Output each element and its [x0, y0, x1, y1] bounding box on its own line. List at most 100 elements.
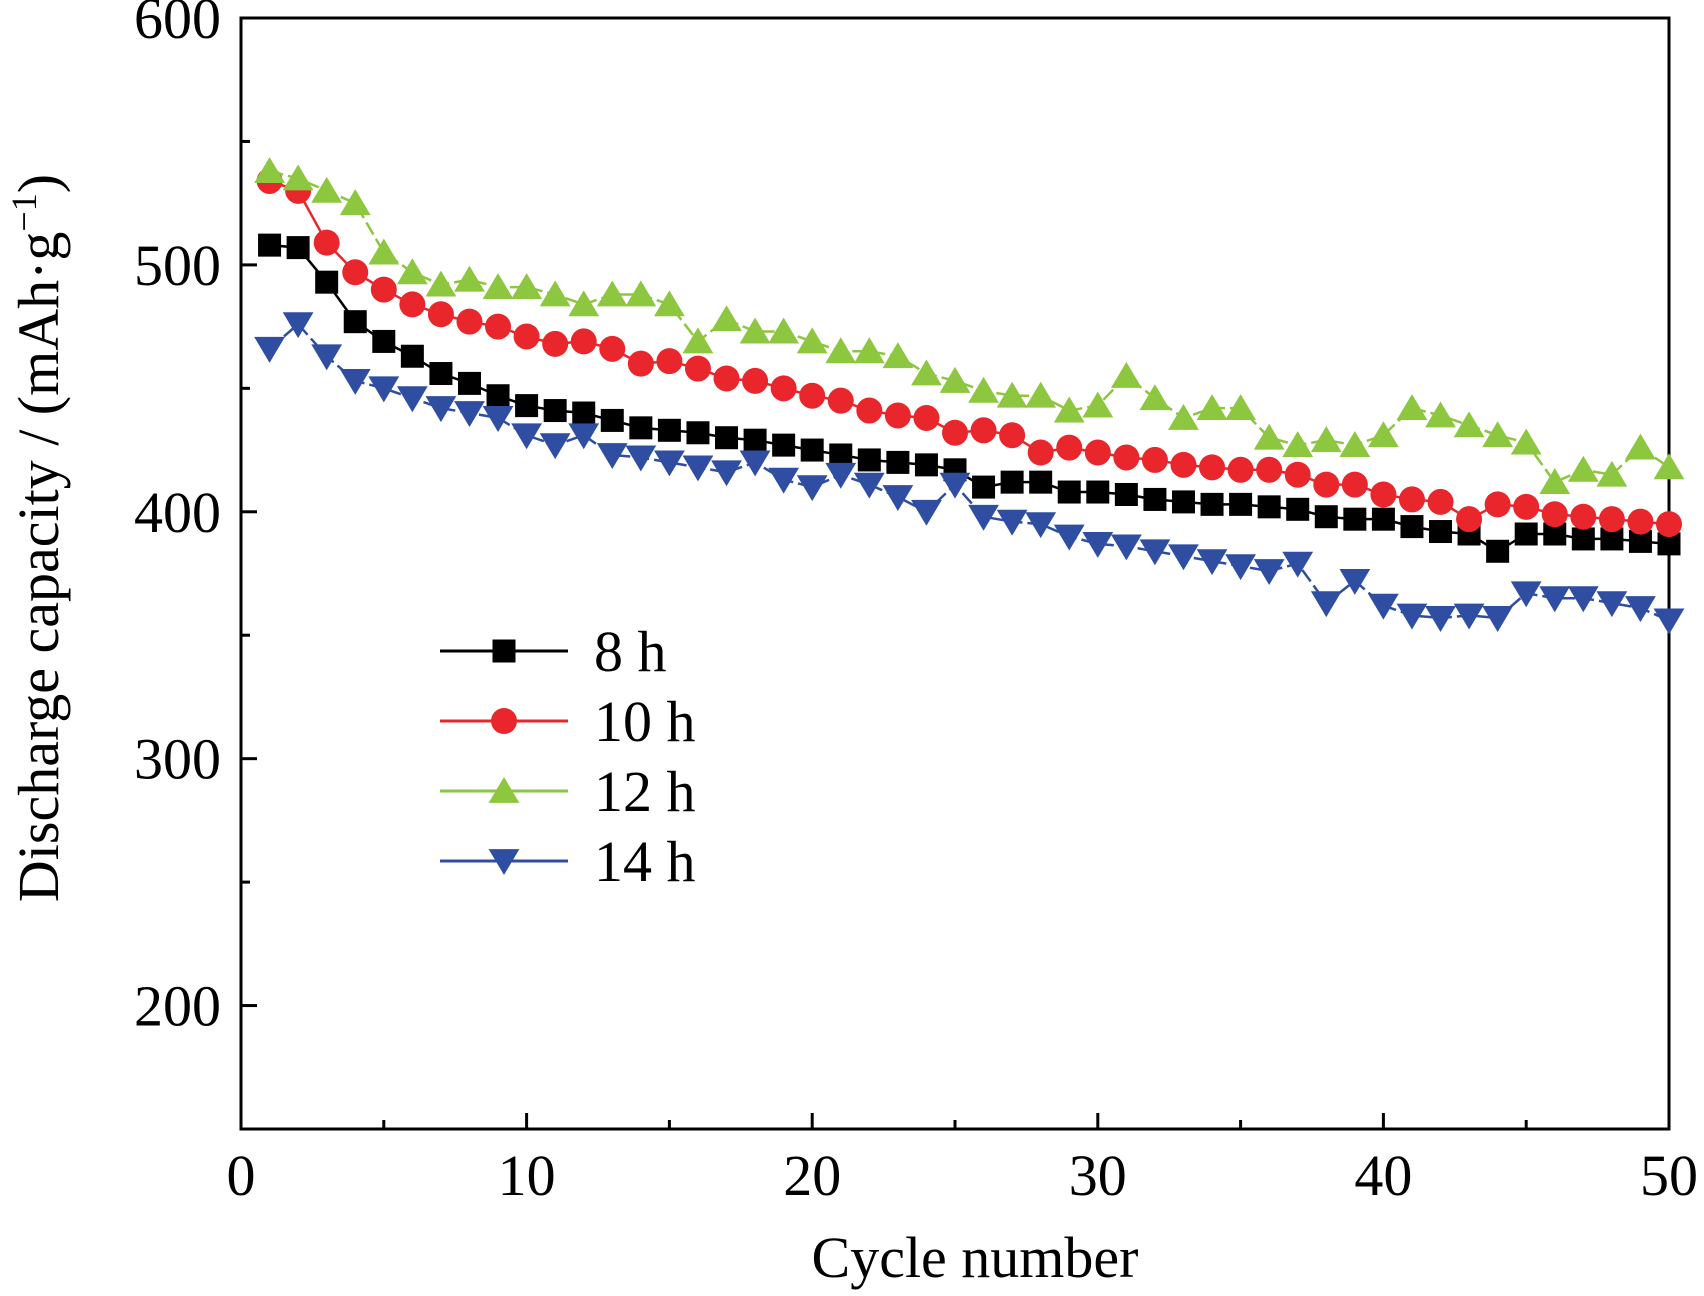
data-point	[572, 401, 596, 425]
data-point	[1025, 381, 1057, 408]
data-point	[1257, 495, 1281, 519]
data-point	[1514, 522, 1538, 546]
legend-label: 12 h	[594, 759, 696, 824]
data-point	[911, 359, 942, 386]
data-point	[1082, 531, 1114, 558]
data-point	[1539, 468, 1571, 495]
data-point	[939, 472, 971, 499]
data-point	[999, 422, 1026, 449]
data-point	[1086, 480, 1110, 504]
data-point	[853, 472, 885, 499]
data-point	[286, 236, 310, 260]
data-point	[1400, 515, 1424, 539]
x-tick-label: 30	[1069, 1143, 1127, 1208]
data-point	[596, 280, 628, 307]
data-point	[711, 460, 742, 487]
data-point	[1171, 490, 1195, 514]
series-10h	[256, 167, 1682, 538]
y-tick-label: 300	[134, 727, 221, 792]
data-point	[711, 305, 742, 332]
data-point	[796, 327, 828, 354]
data-point	[1567, 586, 1599, 613]
legend: 8 h10 h12 h14 h	[440, 619, 696, 894]
data-point	[996, 381, 1028, 408]
data-point	[656, 348, 683, 375]
legend-label: 14 h	[594, 829, 696, 894]
data-point	[772, 433, 796, 457]
data-point	[1082, 391, 1114, 418]
y-tick-label: 400	[134, 480, 221, 545]
data-point	[1368, 593, 1399, 620]
data-point	[654, 450, 685, 477]
data-point	[825, 462, 857, 489]
data-point	[1314, 505, 1338, 529]
data-point	[1425, 606, 1456, 632]
data-point	[829, 443, 853, 467]
data-point	[770, 375, 797, 402]
data-point	[1598, 506, 1625, 533]
data-point	[1339, 569, 1371, 595]
data-point	[1625, 433, 1656, 460]
data-point	[429, 362, 453, 386]
data-point	[1284, 461, 1311, 488]
data-point	[800, 438, 824, 462]
data-point	[657, 418, 681, 442]
data-point	[768, 317, 800, 344]
data-point	[1000, 470, 1024, 494]
data-point	[511, 273, 542, 300]
x-tick-label: 50	[1640, 1143, 1698, 1208]
data-point	[539, 280, 571, 307]
data-point	[1484, 491, 1511, 518]
data-point	[1143, 487, 1167, 511]
data-point	[1482, 421, 1514, 448]
data-point	[1541, 501, 1568, 528]
data-point	[1513, 493, 1540, 520]
data-point	[370, 276, 397, 303]
data-point	[485, 313, 512, 340]
data-point	[1596, 460, 1628, 487]
data-point	[1370, 481, 1397, 508]
data-point	[339, 369, 371, 395]
y-axis-title-superscript: −1	[4, 193, 44, 231]
data-point	[627, 350, 654, 377]
data-point	[600, 408, 624, 432]
data-point	[515, 394, 539, 418]
legend-item: 14 h	[440, 829, 696, 894]
data-point	[1339, 431, 1371, 458]
data-point	[715, 426, 739, 450]
data-point	[1057, 480, 1081, 504]
y-tick-label: 200	[134, 974, 221, 1039]
data-point	[743, 428, 767, 452]
legend-label: 8 h	[594, 619, 667, 684]
data-point	[599, 335, 626, 362]
data-point	[1596, 591, 1628, 618]
data-point	[1343, 507, 1367, 531]
legend-marker	[491, 708, 517, 734]
data-point	[1653, 453, 1685, 480]
data-point	[1341, 471, 1368, 498]
data-point	[258, 233, 282, 257]
data-point	[853, 337, 885, 364]
data-point	[368, 376, 400, 403]
y-axis-title-main: Discharge capacity / (mAh·g	[6, 232, 71, 903]
data-point	[425, 270, 457, 297]
series-line	[268, 322, 1670, 622]
data-point	[682, 455, 714, 482]
data-point	[768, 467, 800, 494]
data-point	[825, 337, 857, 364]
data-point	[1657, 532, 1681, 556]
axes-layer: 0 10 20 30 40 50 200 300 400 500 600	[134, 0, 1698, 1208]
data-point	[343, 310, 367, 334]
data-point	[454, 265, 485, 292]
data-point	[1510, 581, 1542, 608]
data-point	[1168, 544, 1199, 571]
data-point	[1139, 384, 1171, 411]
plot-frame	[239, 16, 1671, 1131]
data-point	[1282, 431, 1314, 458]
data-point	[254, 157, 285, 183]
data-point	[972, 475, 996, 499]
data-point	[454, 401, 485, 428]
data-point	[542, 330, 569, 357]
data-point	[1200, 492, 1224, 516]
